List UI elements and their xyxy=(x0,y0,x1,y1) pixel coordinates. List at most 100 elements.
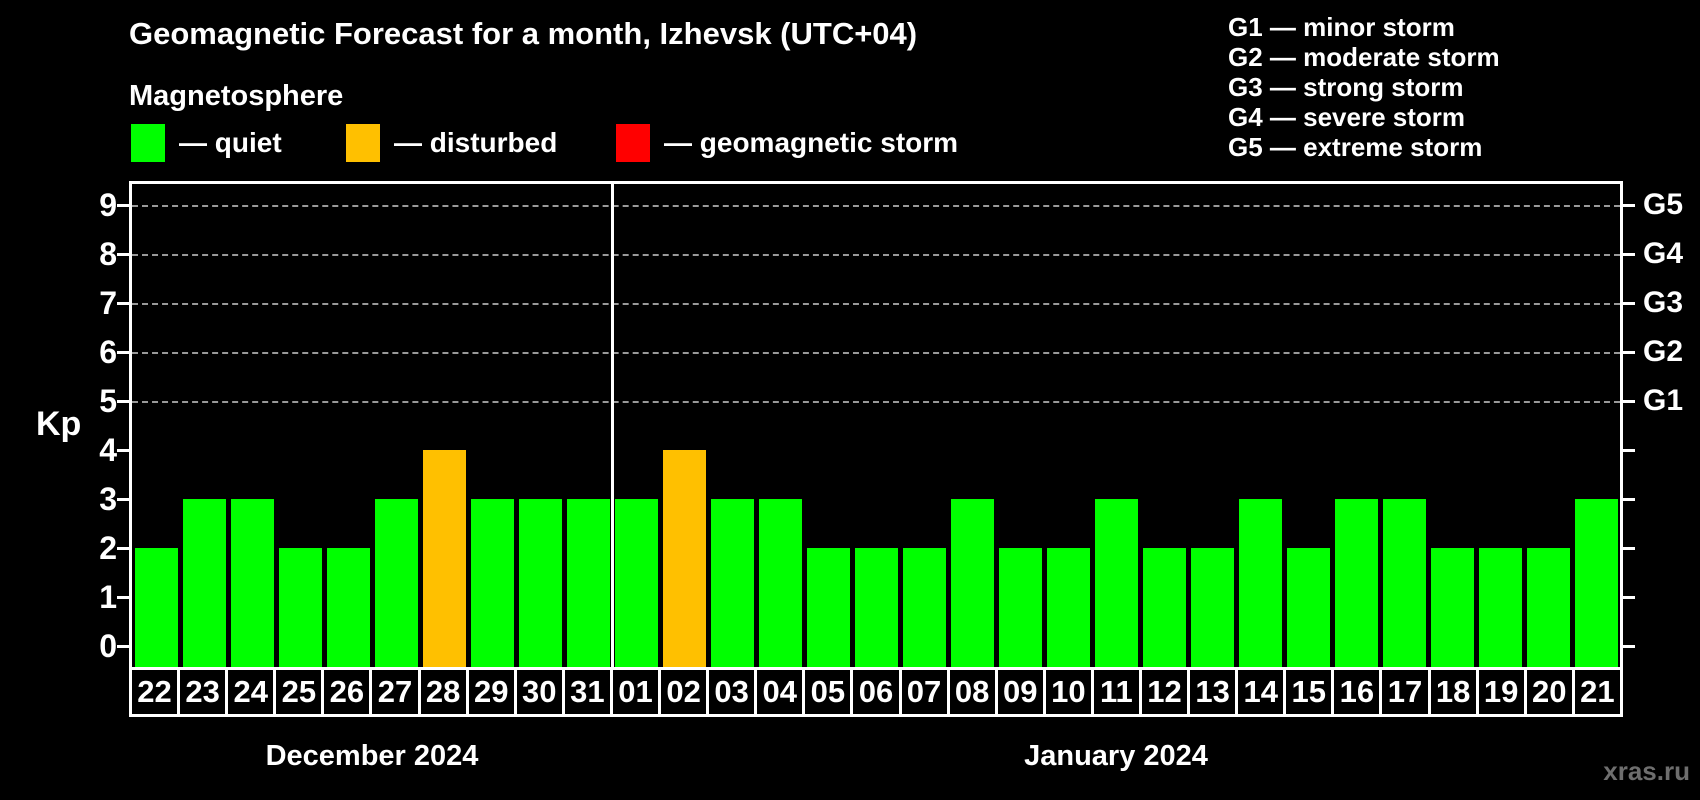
y-tick-label-7: 7 xyxy=(99,285,117,321)
g-scale-legend: G1 — minor storm G2 — moderate storm G3 — … xyxy=(1228,12,1500,162)
kp-bar-day-09 xyxy=(998,548,1042,667)
month-label-december: December 2024 xyxy=(265,740,479,772)
day-label-21: 21 xyxy=(1580,674,1615,709)
left-tick-kp2 xyxy=(117,546,129,550)
gridline-kp8 xyxy=(132,254,1620,256)
g-legend-line-5: G5 — extreme storm xyxy=(1228,132,1483,162)
y-tick-label-9: 9 xyxy=(99,187,117,223)
day-label-23: 23 xyxy=(180,670,229,714)
right-tick-kp3 xyxy=(1623,497,1635,501)
left-tick-kp5 xyxy=(117,399,129,403)
g-level-label-g4: G4 xyxy=(1643,237,1684,270)
kp-bar-day-06 xyxy=(854,548,898,667)
kp-bar-day-11 xyxy=(1094,499,1138,667)
left-tick-kp0 xyxy=(117,644,129,648)
y-tick-label-8: 8 xyxy=(99,236,117,272)
day-label-01: 01 xyxy=(613,670,662,714)
x-axis-day-labels: 22 23 24 25 26 27 28 29 30 31 01 02 03 04 05 06 07 08 09 10… xyxy=(129,670,1623,717)
day-label-24: 24 xyxy=(228,670,277,714)
kp-bar-day-10 xyxy=(1046,548,1090,667)
storm-swatch-icon xyxy=(616,124,650,162)
g-level-label-g2: G2 xyxy=(1643,335,1684,368)
day-label-02: 02 xyxy=(661,670,710,714)
day-label-25: 25 xyxy=(276,670,325,714)
y-tick-label-5: 5 xyxy=(99,383,117,419)
left-tick-kp1 xyxy=(117,595,129,599)
kp-bar-day-28 xyxy=(422,450,466,667)
left-tick-kp9 xyxy=(117,203,129,207)
day-label-22: 22 xyxy=(132,670,181,714)
day-label-12: 12 xyxy=(1142,670,1191,714)
kp-bar-day-22 xyxy=(134,548,178,667)
day-label-14: 14 xyxy=(1238,670,1287,714)
kp-bar-day-19 xyxy=(1478,548,1522,667)
day-label-11: 11 xyxy=(1094,670,1142,714)
day-label-30: 30 xyxy=(517,670,565,714)
legend-item-storm: — geomagnetic storm xyxy=(616,123,958,163)
day-label-10: 10 xyxy=(1046,670,1094,714)
kp-bar-day-18 xyxy=(1430,548,1474,667)
g-level-label-g3: G3 xyxy=(1643,286,1684,319)
watermark: xras.ru xyxy=(1603,756,1690,786)
plot-inner xyxy=(132,184,1620,667)
day-label-06: 06 xyxy=(853,670,902,714)
month-label-january: January 2024 xyxy=(1024,740,1208,772)
day-label-19: 19 xyxy=(1479,670,1527,714)
left-tick-kp6 xyxy=(117,350,129,354)
day-label-04: 04 xyxy=(757,670,806,714)
kp-bar-day-03 xyxy=(710,499,754,667)
kp-bar-day-27 xyxy=(374,499,418,667)
day-label-13: 13 xyxy=(1190,670,1239,714)
legend-label-quiet: — quiet xyxy=(179,127,282,158)
kp-bar-day-25 xyxy=(278,548,322,667)
day-label-26: 26 xyxy=(324,670,373,714)
kp-bar-day-23 xyxy=(182,499,226,667)
day-label-03: 03 xyxy=(709,670,758,714)
day-label-08: 08 xyxy=(950,670,998,714)
day-label-18: 18 xyxy=(1431,670,1479,714)
chart-title: Geomagnetic Forecast for a month, Izhevs… xyxy=(129,16,918,51)
right-tick-kp5 xyxy=(1623,399,1635,403)
legend-item-disturbed: — disturbed xyxy=(346,123,557,163)
kp-bar-day-13 xyxy=(1190,548,1234,667)
kp-bar-day-07 xyxy=(902,548,946,667)
right-tick-kp0 xyxy=(1623,644,1635,648)
kp-bar-day-08 xyxy=(950,499,994,667)
kp-bar-day-24 xyxy=(230,499,274,667)
day-label-28: 28 xyxy=(421,670,469,714)
y-tick-label-4: 4 xyxy=(99,432,117,468)
right-tick-kp7 xyxy=(1623,301,1635,305)
day-label-20: 20 xyxy=(1527,670,1575,714)
day-label-15: 15 xyxy=(1286,670,1335,714)
y-tick-label-3: 3 xyxy=(99,481,117,517)
day-label-29: 29 xyxy=(469,670,517,714)
g-level-label-g5: G5 xyxy=(1643,188,1684,221)
day-label-07: 07 xyxy=(902,670,950,714)
plot-area xyxy=(129,181,1623,670)
legend-item-quiet: — quiet xyxy=(131,123,282,163)
right-tick-kp6 xyxy=(1623,350,1635,354)
day-label-31: 31 xyxy=(565,670,613,714)
right-tick-kp8 xyxy=(1623,252,1635,256)
kp-bar-day-31 xyxy=(566,499,610,667)
day-label-16: 16 xyxy=(1334,670,1383,714)
kp-bar-day-15 xyxy=(1286,548,1330,667)
kp-bar-day-30 xyxy=(518,499,562,667)
kp-bar-day-02 xyxy=(662,450,706,667)
gridline-kp7 xyxy=(132,303,1620,305)
g-level-label-g1: G1 xyxy=(1643,384,1684,417)
chart-subtitle: Magnetosphere xyxy=(129,80,344,112)
left-tick-kp8 xyxy=(117,252,129,256)
g-legend-line-4: G4 — severe storm xyxy=(1228,102,1466,132)
y-tick-label-2: 2 xyxy=(99,530,117,566)
kp-bar-day-14 xyxy=(1238,499,1282,667)
g-legend-line-1: G1 — minor storm xyxy=(1228,12,1455,42)
left-tick-kp3 xyxy=(117,497,129,501)
kp-bar-day-17 xyxy=(1382,499,1426,667)
gridline-kp9 xyxy=(132,205,1620,207)
kp-bar-day-29 xyxy=(470,499,514,667)
day-label-09: 09 xyxy=(998,670,1046,714)
g-legend-line-3: G3 — strong storm xyxy=(1228,72,1464,102)
kp-bar-day-21 xyxy=(1574,499,1618,667)
